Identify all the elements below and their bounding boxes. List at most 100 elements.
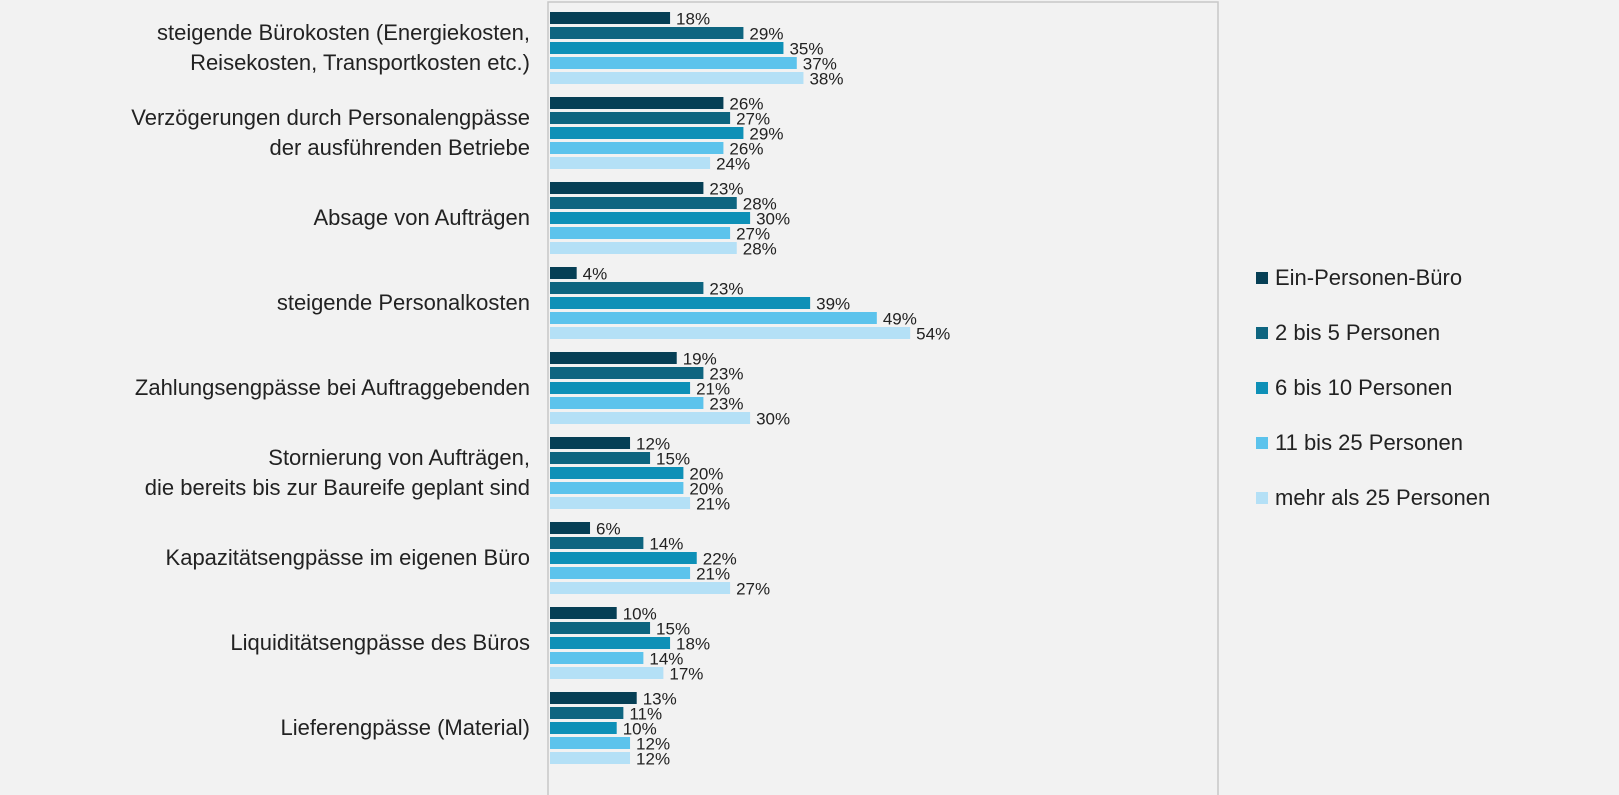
bar	[550, 352, 677, 364]
legend-swatch	[1256, 272, 1268, 284]
bar	[550, 72, 804, 84]
bar	[550, 522, 591, 534]
bar	[550, 622, 651, 634]
bar	[550, 722, 617, 734]
bar	[550, 567, 691, 579]
bar	[550, 127, 744, 139]
category-label: Kapazitätsengpässe im eigenen Büro	[165, 545, 530, 570]
bar	[550, 97, 724, 109]
value-label: 6%	[596, 519, 621, 538]
bar	[550, 282, 704, 294]
bar	[550, 397, 704, 409]
value-label: 10%	[623, 604, 657, 623]
value-label: 10%	[623, 719, 657, 738]
value-label: 23%	[709, 364, 743, 383]
value-label: 20%	[689, 479, 723, 498]
value-label: 28%	[743, 194, 777, 213]
category-label: Stornierung von Aufträgen, die bereits b…	[144, 445, 530, 500]
value-label: 39%	[816, 294, 850, 313]
bar	[550, 537, 644, 549]
bar	[550, 412, 751, 424]
bar	[550, 267, 577, 279]
value-label: 49%	[883, 309, 917, 328]
bar	[550, 12, 671, 24]
bar	[550, 607, 617, 619]
value-label: 23%	[709, 179, 743, 198]
category-label: Verzögerungen durch Personalengpässe der…	[131, 105, 530, 160]
value-label: 21%	[696, 379, 730, 398]
bar	[550, 227, 731, 239]
bar	[550, 57, 797, 69]
bar	[550, 112, 731, 124]
value-label: 23%	[709, 279, 743, 298]
value-label: 29%	[749, 124, 783, 143]
bar	[550, 297, 811, 309]
value-label: 29%	[749, 24, 783, 43]
legend-swatch	[1256, 327, 1268, 339]
value-label: 26%	[729, 139, 763, 158]
legend-label: Ein-Personen-Büro	[1275, 265, 1463, 290]
bar	[550, 382, 691, 394]
value-label: 37%	[803, 54, 837, 73]
value-label: 27%	[736, 109, 770, 128]
bar	[550, 327, 911, 339]
bar	[550, 367, 704, 379]
category-label: Absage von Aufträgen	[313, 205, 531, 230]
value-label: 19%	[683, 349, 717, 368]
value-label: 12%	[636, 749, 670, 768]
value-label: 35%	[789, 39, 823, 58]
value-label: 21%	[696, 494, 730, 513]
value-label: 21%	[696, 564, 730, 583]
bar	[550, 242, 737, 254]
legend-swatch	[1256, 382, 1268, 394]
bar	[550, 437, 631, 449]
category-label: Zahlungsengpässe bei Auftraggebenden	[134, 375, 530, 400]
legend-swatch	[1256, 492, 1268, 504]
category-label: Lieferengpässe (Material)	[280, 715, 530, 740]
value-label: 12%	[636, 734, 670, 753]
category-label: steigende Personalkosten	[276, 290, 530, 315]
value-label: 17%	[669, 664, 703, 683]
value-label: 20%	[689, 464, 723, 483]
bar	[550, 652, 644, 664]
value-label: 4%	[583, 264, 608, 283]
bar	[550, 637, 671, 649]
value-label: 30%	[756, 409, 790, 428]
value-label: 11%	[629, 704, 662, 723]
bar	[550, 197, 737, 209]
bar	[550, 452, 651, 464]
value-label: 23%	[709, 394, 743, 413]
value-label: 12%	[636, 434, 670, 453]
legend-label: 11 bis 25 Personen	[1275, 430, 1463, 455]
legend-label: 6 bis 10 Personen	[1275, 375, 1453, 400]
bar	[550, 582, 731, 594]
bar	[550, 752, 631, 764]
bar	[550, 497, 691, 509]
value-label: 27%	[736, 224, 770, 243]
value-label: 38%	[809, 69, 843, 88]
value-label: 27%	[736, 579, 770, 598]
legend-label: 2 bis 5 Personen	[1275, 320, 1441, 345]
bar	[550, 707, 624, 719]
value-label: 26%	[729, 94, 763, 113]
value-label: 54%	[916, 324, 950, 343]
bar	[550, 667, 664, 679]
bar	[550, 27, 744, 39]
category-label: steigende Bürokosten (Energiekosten, Rei…	[156, 20, 530, 75]
bar	[550, 182, 704, 194]
value-label: 30%	[756, 209, 790, 228]
bar	[550, 467, 684, 479]
value-label: 18%	[676, 634, 710, 653]
value-label: 28%	[743, 239, 777, 258]
value-label: 18%	[676, 9, 710, 28]
legend-swatch	[1256, 437, 1268, 449]
value-label: 14%	[649, 534, 683, 553]
bar	[550, 552, 697, 564]
bar	[550, 692, 637, 704]
value-label: 15%	[656, 449, 690, 468]
bar	[550, 42, 784, 54]
value-label: 15%	[656, 619, 690, 638]
value-label: 22%	[703, 549, 737, 568]
plot-frame	[547, 1, 1219, 795]
